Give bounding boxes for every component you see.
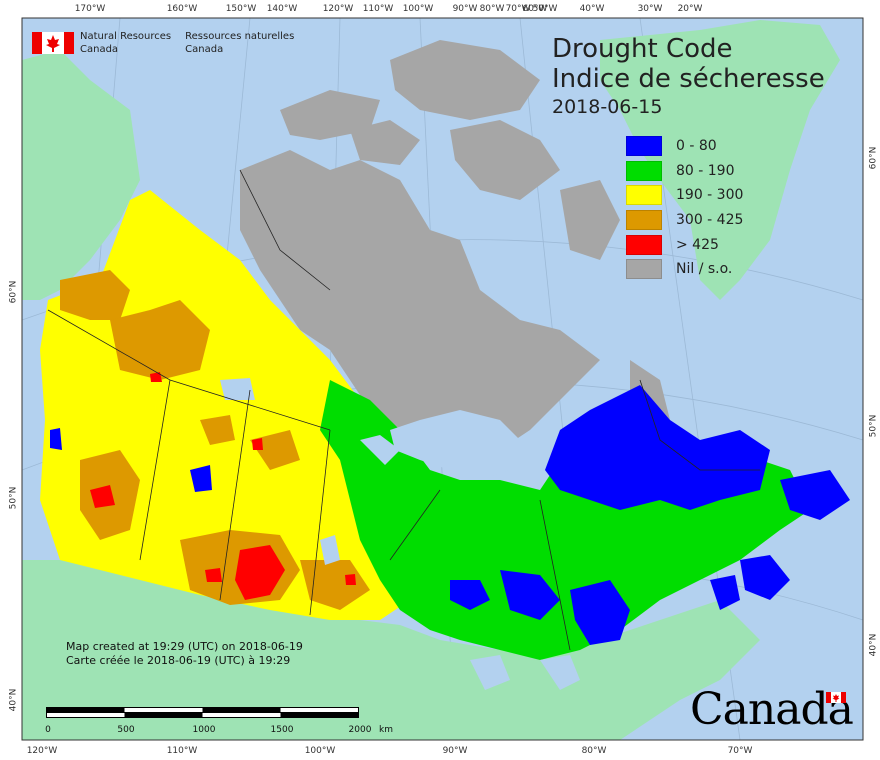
graticule-label: 80°W: [581, 746, 607, 756]
graticule-label: 60°W: [522, 4, 548, 14]
graticule-label: 30°W: [637, 4, 663, 14]
agency-en-line1: Natural Resources: [80, 31, 172, 42]
legend-swatch: [626, 210, 662, 231]
arctic-nil-region: [240, 40, 670, 470]
legend-item: > 425: [626, 232, 743, 257]
graticule-label: 150°W: [225, 4, 257, 14]
legend-label: 0 - 80: [676, 138, 717, 155]
canada-west-yellow: [40, 190, 430, 620]
legend-item: 300 - 425: [626, 208, 743, 233]
title-fr: Indice de sécheresse: [552, 64, 825, 94]
legend-label: Nil / s.o.: [676, 261, 733, 278]
alaska: [22, 50, 140, 300]
legend-item: 80 - 190: [626, 159, 743, 184]
title-en: Drought Code: [552, 34, 733, 64]
credit-fr: Carte créée le 2018-06-19 (UTC) à 19:29: [66, 654, 291, 667]
legend-swatch: [626, 259, 662, 280]
graticule-label: 90°W: [452, 4, 478, 14]
graticule-label: 110°W: [166, 746, 198, 756]
graticule-label: 40°N: [8, 688, 19, 712]
legend-label: 300 - 425: [676, 212, 744, 229]
graticule-label: 70°W: [505, 4, 531, 14]
legend-swatch: [626, 185, 662, 206]
graticule-label: 60°N: [8, 280, 19, 304]
low-drought-region: [50, 385, 850, 645]
graticule-label: 120°W: [322, 4, 354, 14]
scale-labels: 0 500 1000 1500 2000 km: [45, 723, 406, 737]
map-credit: Map created at 19:29 (UTC) on 2018-06-19…: [66, 640, 303, 668]
graticule-label: 90°W: [442, 746, 468, 756]
graticule-label: 20°W: [677, 4, 703, 14]
scale-unit: km: [379, 725, 393, 735]
graticule-label: 50°W: [532, 4, 558, 14]
legend-label: 190 - 300: [676, 187, 744, 204]
legend-label: > 425: [676, 236, 719, 253]
agency-en-line2: Canada: [80, 44, 119, 55]
graticule-label: 50°N: [8, 486, 19, 510]
graticule-label: 100°W: [304, 746, 336, 756]
legend: 0 - 80 80 - 190 190 - 300 300 - 425 > 425 Nil…: [626, 134, 743, 282]
legend-swatch: [626, 160, 662, 181]
graticule-label: 80°W: [479, 4, 505, 14]
legend-label: 80 - 190: [676, 162, 735, 179]
graticule-label: 140°W: [266, 4, 298, 14]
agency-fr-line1: Ressources naturelles: [185, 31, 295, 42]
graticule-label: 60°N: [868, 146, 879, 170]
scale-label: 1000: [192, 725, 216, 735]
legend-swatch: [626, 234, 662, 255]
credit-en: Map created at 19:29 (UTC) on 2018-06-19: [66, 640, 303, 653]
usa: [22, 560, 760, 740]
scale-label: 1500: [270, 725, 294, 735]
agency-fr-line2: Canada: [185, 44, 224, 55]
scale-bar: 0 500 1000 1500 2000 km: [45, 704, 406, 737]
water-bodies: [220, 378, 580, 690]
graticule-label: 120°W: [26, 746, 58, 756]
graticule-label: 40°N: [868, 633, 879, 657]
graticule-label: 40°W: [579, 4, 605, 14]
scale-label: 2000: [348, 725, 372, 735]
graticule-label: 70°W: [727, 746, 753, 756]
scale-label: 0: [45, 725, 51, 735]
legend-item: 0 - 80: [626, 134, 743, 159]
graticule-label: 110°W: [362, 4, 394, 14]
canada-flag-icon: [32, 32, 74, 54]
extreme-drought-region: [90, 372, 356, 600]
scale-bar-graphic: [46, 707, 359, 718]
wordmark-flag-icon: [826, 692, 846, 703]
legend-item: Nil / s.o.: [626, 257, 743, 282]
graticule-label: 100°W: [402, 4, 434, 14]
legend-swatch: [626, 136, 662, 157]
greenland: [600, 20, 840, 300]
map-title: Drought Code Indice de sécheresse 2018-0…: [552, 34, 825, 120]
graticule-label: 160°W: [166, 4, 198, 14]
graticule-label: 170°W: [74, 4, 106, 14]
scale-label: 500: [117, 725, 135, 735]
graticule-label: 50°N: [868, 414, 879, 438]
provincial-borders: [47, 169, 760, 651]
agency-signature: Natural Resources Canada Ressources natu…: [32, 30, 294, 56]
legend-item: 190 - 300: [626, 183, 743, 208]
title-date: 2018-06-15: [552, 96, 663, 118]
